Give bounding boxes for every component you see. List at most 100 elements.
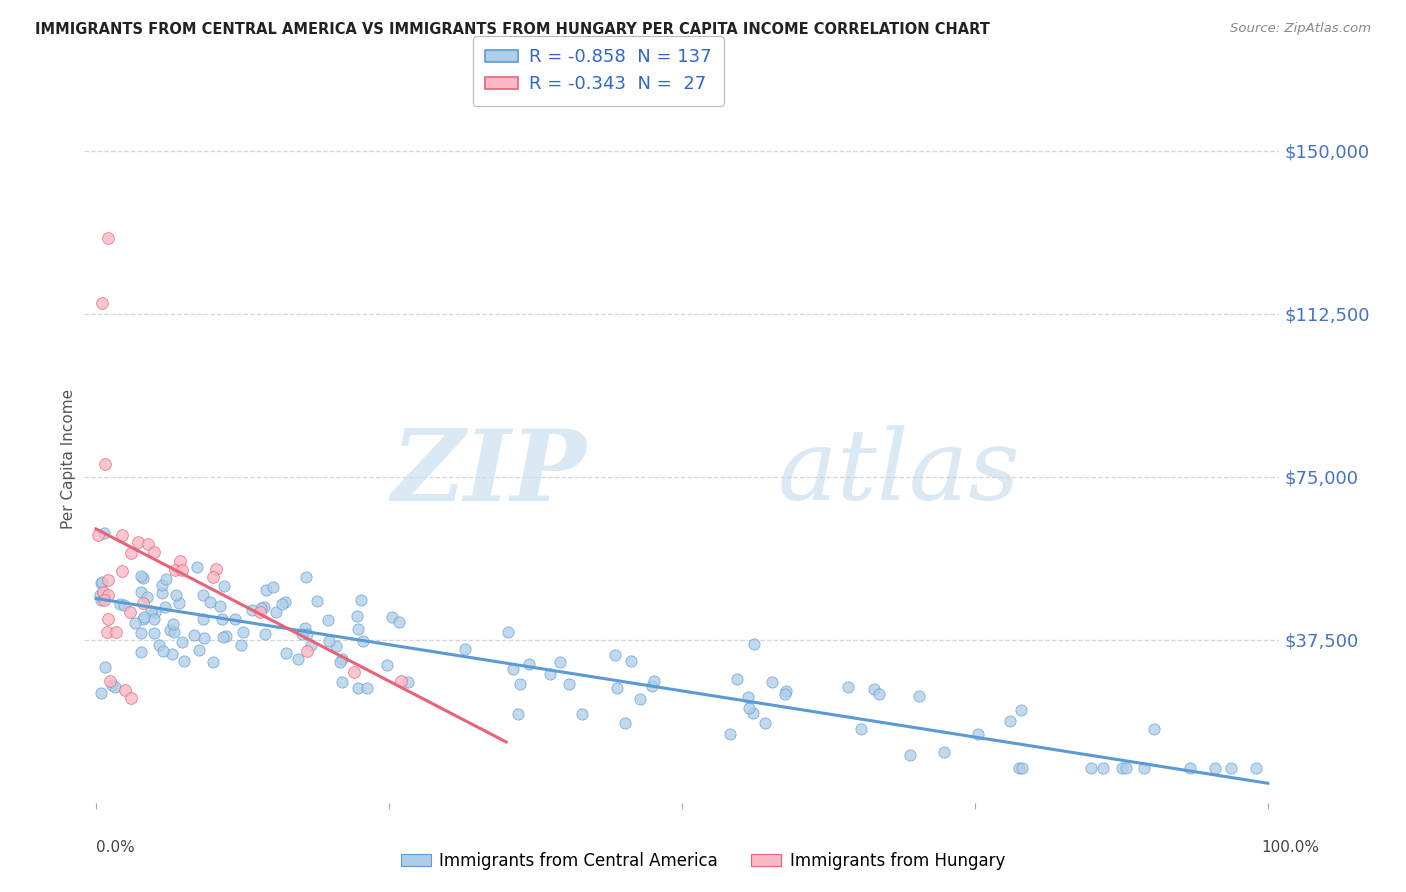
Point [93,526,115,541]
Point [350,592,373,607]
Point [287,652,309,666]
Point [1220,761,1243,775]
Point [110,564,132,578]
Point [132,612,155,626]
Point [90,592,112,607]
Point [375,657,398,672]
Point [614,716,637,731]
Text: ZIP: ZIP [391,425,586,521]
Point [1091,761,1114,775]
Point [152,644,174,658]
Point [1244,761,1267,775]
Point [1132,761,1154,775]
Point [294,621,316,635]
Point [249,605,271,619]
Point [571,707,593,722]
Point [111,528,134,542]
Point [262,580,284,594]
Point [143,605,166,619]
Point [1008,761,1031,775]
Point [290,627,312,641]
Point [502,662,524,676]
Point [738,701,761,715]
Point [90,296,114,310]
Point [550,655,572,669]
Point [104,680,127,694]
Point [775,683,797,698]
Point [737,690,759,704]
Text: 100.0%: 100.0% [1261,840,1319,855]
Point [132,571,155,585]
Point [94,660,117,674]
Point [127,534,149,549]
Point [1080,761,1102,775]
Point [186,560,208,574]
Point [346,608,368,623]
Point [89,588,111,602]
Point [150,578,173,592]
Point [264,605,287,619]
Point [318,633,340,648]
Point [253,600,276,615]
Text: 0.0%: 0.0% [96,840,135,855]
Point [98,674,121,689]
Point [1143,723,1166,737]
Point [143,545,166,559]
Point [620,654,643,668]
Point [120,691,142,706]
Point [94,457,117,471]
Point [240,603,263,617]
Text: IMMIGRANTS FROM CENTRAL AMERICA VS IMMIGRANTS FROM HUNGARY PER CAPITA INCOME COR: IMMIGRANTS FROM CENTRAL AMERICA VS IMMIG… [35,22,990,37]
Point [129,645,152,659]
Point [1204,761,1226,775]
Text: atlas: atlas [778,425,1021,521]
Point [129,625,152,640]
Point [966,727,988,741]
Point [356,681,378,695]
Point [97,588,120,602]
Point [898,748,921,763]
Point [863,681,886,696]
Point [96,625,118,640]
Legend: Immigrants from Central America, Immigrants from Hungary: Immigrants from Central America, Immigra… [394,846,1012,877]
Point [131,596,153,610]
Point [643,673,665,688]
Point [153,599,176,614]
Point [908,689,931,703]
Point [509,677,531,691]
Point [170,635,193,649]
Point [198,595,221,609]
Point [1178,761,1201,775]
Point [201,655,224,669]
Point [101,678,124,692]
Text: Source: ZipAtlas.com: Source: ZipAtlas.com [1230,22,1371,36]
Point [761,674,783,689]
Point [295,570,318,584]
Point [90,575,112,590]
Point [741,706,763,720]
Point [214,579,236,593]
Point [120,546,142,560]
Point [498,625,520,640]
Point [124,615,146,630]
Point [329,655,352,669]
Point [105,625,128,640]
Point [97,230,120,244]
Point [295,643,318,657]
Point [330,652,353,666]
Point [389,674,412,689]
Point [193,631,215,645]
Point [454,641,477,656]
Point [725,672,748,686]
Point [202,570,225,584]
Point [628,692,651,706]
Point [325,639,347,653]
Point [183,628,205,642]
Point [169,554,191,568]
Point [191,611,214,625]
Point [163,625,186,640]
Point [249,601,271,615]
Point [211,612,233,626]
Point [191,588,214,602]
Point [165,588,187,602]
